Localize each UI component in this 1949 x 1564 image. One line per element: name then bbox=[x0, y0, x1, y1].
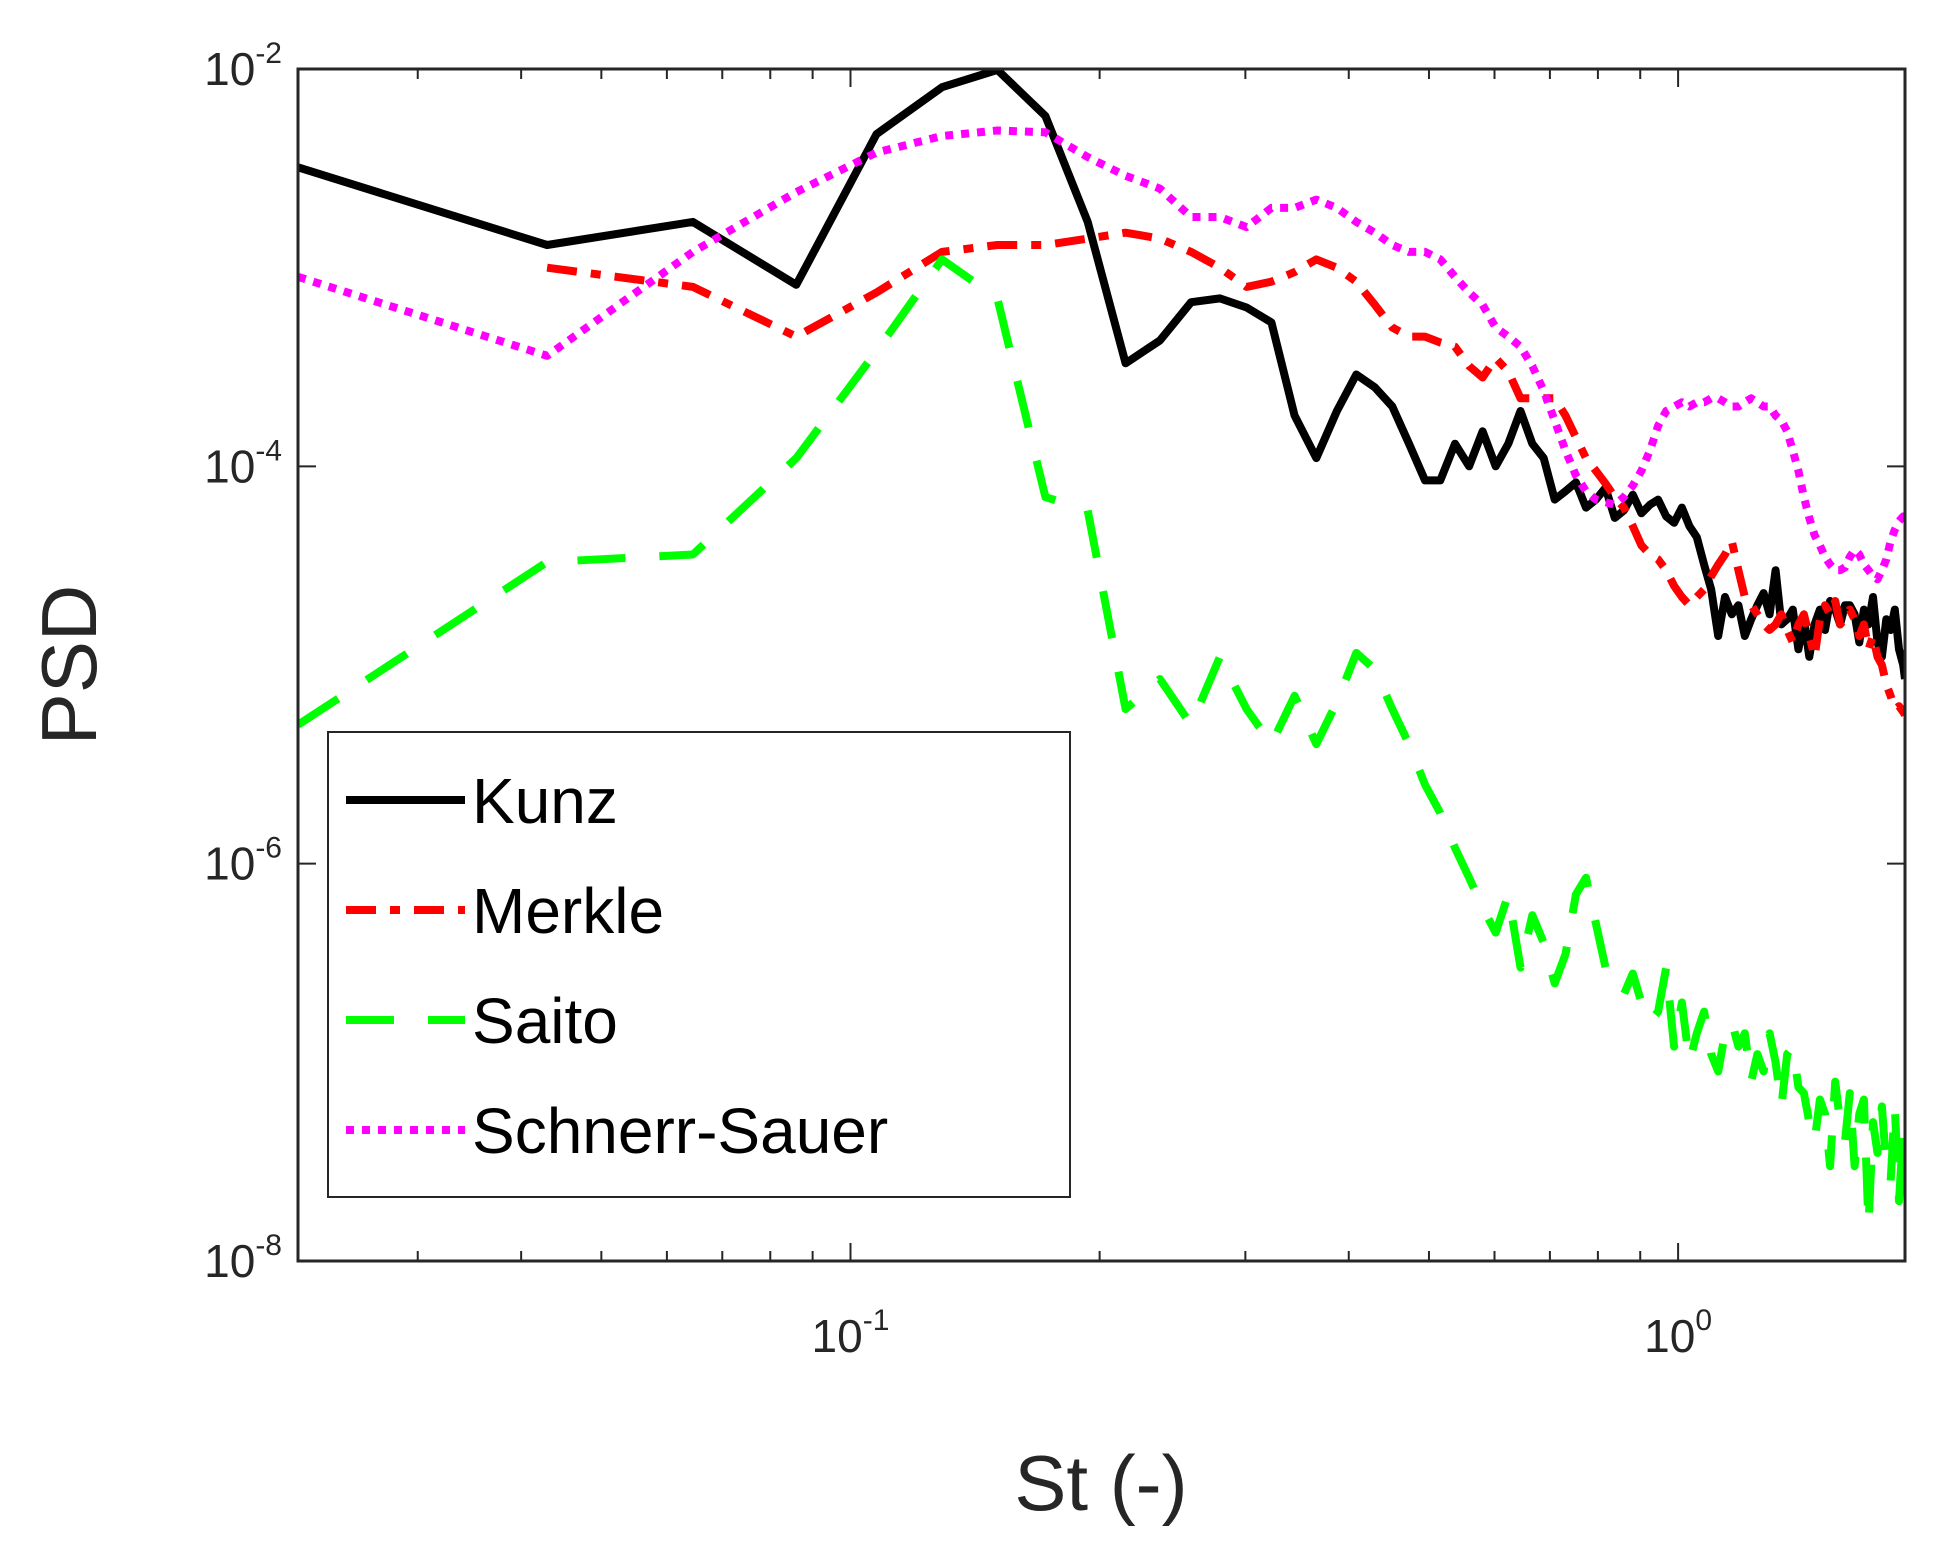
legend: Kunz Merkle Saito Schnerr-Sauer bbox=[327, 731, 1071, 1198]
series-group bbox=[298, 69, 1905, 1230]
plot-frame bbox=[296, 67, 1907, 1263]
legend-box bbox=[327, 731, 1071, 1198]
series-line-saito bbox=[298, 255, 1905, 1230]
x-axis-label: St (-) bbox=[1014, 1439, 1187, 1527]
y-tick-labels: 10-8 10-6 10-4 10-2 bbox=[204, 37, 282, 1287]
legend-label-saito: Saito bbox=[472, 985, 618, 1057]
legend-label-schnerr-sauer: Schnerr-Sauer bbox=[472, 1095, 888, 1167]
series-line-kunz bbox=[298, 69, 1905, 680]
x-tick-label: 100 bbox=[1644, 1304, 1712, 1362]
x-tick-label: 10-1 bbox=[812, 1304, 890, 1362]
y-tick-label: 10-4 bbox=[204, 434, 282, 492]
x-tick-labels: 10-1 100 bbox=[812, 1304, 1712, 1362]
y-tick-label: 10-8 bbox=[204, 1229, 282, 1287]
y-tick-label: 10-2 bbox=[204, 37, 282, 95]
legend-label-kunz: Kunz bbox=[472, 765, 618, 837]
series-line-schnerr-sauer bbox=[298, 126, 1905, 584]
series-line-merkle bbox=[546, 228, 1905, 718]
y-tick-label: 10-6 bbox=[204, 832, 282, 890]
legend-label-merkle: Merkle bbox=[472, 875, 664, 947]
y-axis-label: PSD bbox=[25, 585, 113, 745]
